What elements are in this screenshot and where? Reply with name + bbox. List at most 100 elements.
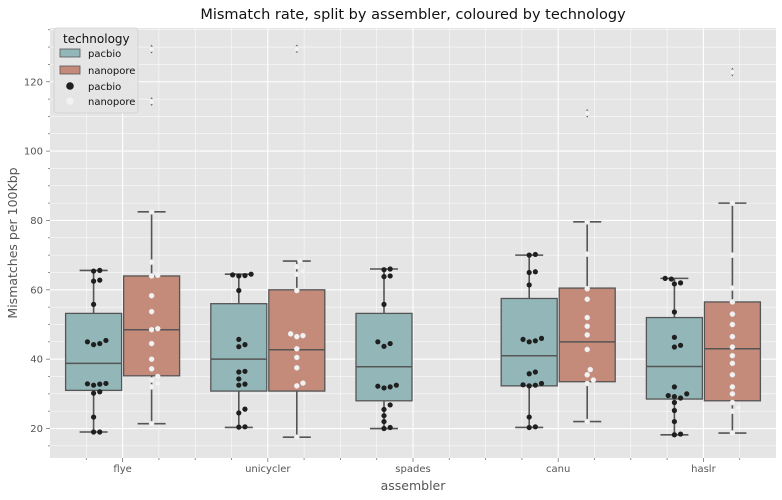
point-pacbio-canu — [526, 424, 532, 431]
point-pacbio-canu — [532, 269, 538, 275]
y-axis: 20 40 60 80 100 120 — [24, 29, 50, 447]
point-pacbio-haslr — [662, 275, 668, 281]
point-nanopore-canu — [584, 296, 590, 302]
point-pacbio-haslr — [671, 407, 678, 414]
y-tick-label: 20 — [30, 424, 43, 435]
point-nanopore-canu — [590, 377, 597, 383]
x-tick-label-haslr: haslr — [691, 464, 716, 475]
point-nanopore-canu — [584, 332, 590, 338]
point-nanopore-haslr — [729, 408, 736, 414]
point-pacbio-spades — [381, 267, 387, 273]
point-pacbio-unicycler — [236, 376, 242, 382]
point-pacbio-canu — [532, 338, 538, 344]
point-pacbio-spades — [381, 418, 387, 425]
point-pacbio-haslr — [671, 432, 678, 438]
legend: technology pacbio nanopore pacbio nanopo… — [53, 27, 139, 114]
point-nanopore-haslr — [729, 391, 736, 397]
point-pacbio-unicycler — [230, 272, 236, 278]
point-nanopore-unicycler — [294, 383, 300, 389]
point-pacbio-flye — [97, 340, 103, 347]
point-nanopore-canu — [584, 323, 590, 329]
point-pacbio-unicycler — [236, 344, 242, 350]
point-pacbio-haslr — [677, 342, 684, 348]
point-pacbio-spades — [387, 384, 393, 390]
x-tick-label-spades: spades — [395, 464, 430, 475]
legend-title: technology — [63, 32, 130, 46]
point-pacbio-spades — [375, 383, 381, 389]
y-axis-label: Mismatches per 100Kbp — [5, 167, 20, 318]
legend-marker-nanopore-point — [66, 97, 74, 105]
point-nanopore-flye — [148, 209, 155, 215]
point-nanopore-canu — [584, 372, 590, 378]
point-pacbio-canu — [520, 336, 526, 343]
point-nanopore-flye — [148, 273, 155, 279]
point-pacbio-flye — [97, 381, 103, 387]
point-nanopore-flye — [148, 377, 155, 383]
iqr-box-nanopore-unicycler — [268, 289, 326, 392]
point-pacbio-canu — [526, 252, 532, 258]
point-pacbio-haslr — [677, 395, 684, 401]
point-pacbio-haslr — [671, 418, 678, 425]
point-nanopore-haslr — [729, 200, 736, 206]
point-pacbio-haslr — [671, 309, 678, 315]
point-nanopore-flye — [155, 373, 161, 380]
point-nanopore-flye — [148, 292, 155, 299]
y-tick-label: 40 — [30, 355, 43, 366]
point-pacbio-haslr — [671, 344, 678, 350]
point-pacbio-canu — [526, 414, 532, 420]
point-pacbio-unicycler — [236, 424, 242, 430]
legend-swatch-nanopore-box — [59, 65, 81, 75]
point-pacbio-flye — [103, 380, 109, 387]
point-pacbio-spades — [375, 339, 381, 345]
point-nanopore-unicycler — [294, 271, 300, 277]
point-pacbio-haslr — [684, 391, 690, 397]
point-pacbio-flye — [97, 429, 103, 435]
point-pacbio-flye — [91, 342, 97, 348]
point-pacbio-flye — [84, 339, 91, 345]
legend-label-pacbio-point: pacbio — [88, 82, 121, 93]
point-pacbio-canu — [532, 424, 538, 430]
point-nanopore-flye — [148, 259, 155, 265]
point-pacbio-flye — [84, 381, 91, 387]
point-pacbio-canu — [526, 339, 532, 345]
point-nanopore-flye — [148, 366, 155, 372]
point-pacbio-canu — [532, 369, 538, 375]
x-tick-label-unicycler: unicycler — [245, 464, 291, 475]
point-nanopore-canu — [587, 366, 594, 373]
point-pacbio-spades — [387, 424, 393, 431]
legend-label-nanopore-point: nanopore — [88, 97, 135, 108]
point-pacbio-haslr — [671, 384, 678, 390]
point-nanopore-canu — [584, 110, 590, 117]
point-pacbio-unicycler — [236, 410, 242, 416]
point-pacbio-canu — [538, 335, 545, 341]
point-pacbio-canu — [526, 371, 532, 377]
point-nanopore-unicycler — [294, 434, 300, 440]
x-tick-label-canu: canu — [546, 464, 570, 475]
point-nanopore-unicycler — [294, 365, 300, 371]
point-pacbio-haslr — [671, 394, 678, 400]
point-pacbio-unicycler — [236, 287, 242, 294]
legend-swatch-pacbio-box — [59, 48, 81, 58]
point-pacbio-flye — [91, 429, 97, 435]
point-nanopore-haslr — [735, 404, 742, 411]
point-nanopore-haslr — [729, 69, 736, 75]
point-pacbio-unicycler — [242, 381, 248, 387]
point-pacbio-spades — [393, 382, 399, 388]
point-nanopore-unicycler — [294, 46, 300, 52]
point-pacbio-haslr — [671, 281, 678, 287]
point-pacbio-flye — [97, 389, 103, 395]
point-pacbio-unicycler — [236, 382, 242, 388]
point-nanopore-flye — [155, 325, 161, 332]
point-pacbio-flye — [97, 277, 103, 283]
point-nanopore-flye — [155, 272, 161, 278]
point-pacbio-haslr — [677, 431, 684, 437]
point-pacbio-spades — [381, 425, 387, 432]
point-pacbio-haslr — [671, 334, 678, 340]
point-nanopore-unicycler — [294, 287, 300, 294]
point-nanopore-haslr — [729, 299, 736, 305]
point-pacbio-haslr — [677, 280, 684, 286]
point-pacbio-spades — [381, 343, 387, 349]
point-pacbio-canu — [532, 382, 538, 388]
point-pacbio-unicycler — [242, 368, 248, 374]
